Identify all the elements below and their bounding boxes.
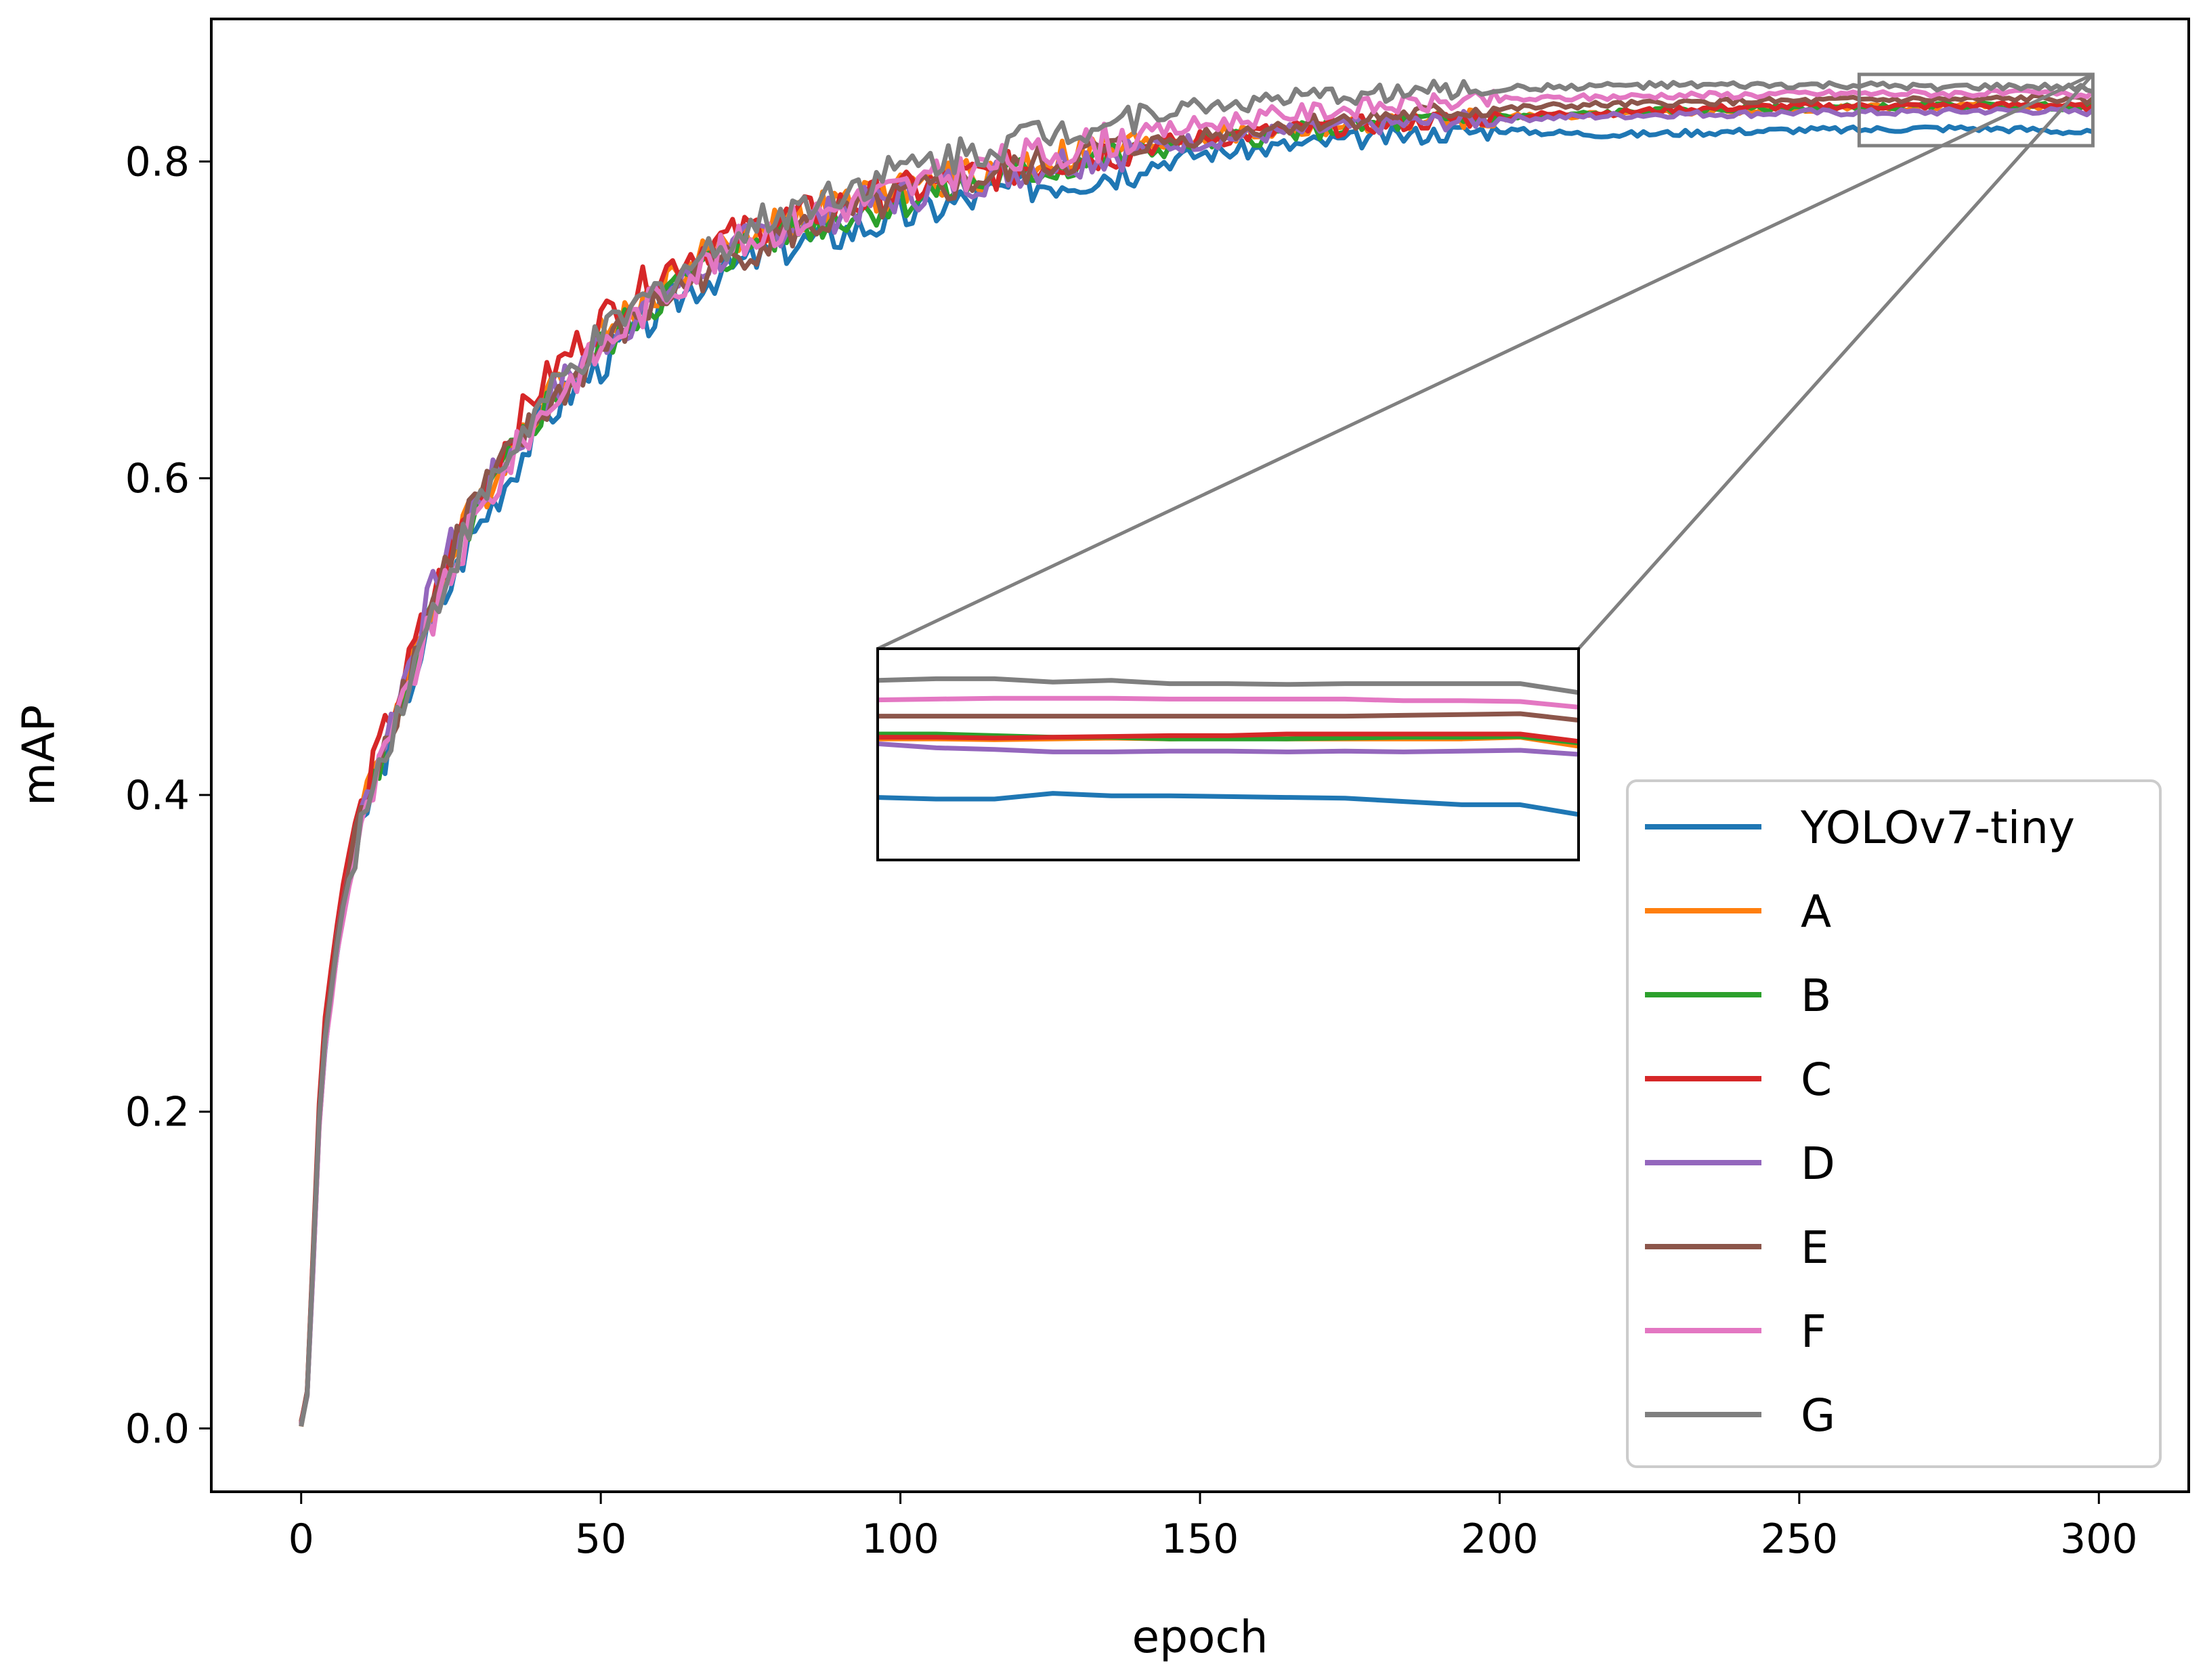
legend-label: F: [1801, 1306, 1826, 1358]
series-line-G: [299, 79, 2094, 1427]
legend-item: G: [1645, 1390, 1835, 1442]
legend-frame: [1626, 779, 2162, 1468]
legend-item: B: [1645, 970, 1831, 1022]
legend-item: F: [1645, 1306, 1826, 1358]
x-tick-label: 150: [1161, 1515, 1239, 1563]
legend-label: D: [1801, 1138, 1835, 1190]
x-tick-label: 300: [2060, 1515, 2138, 1563]
x-tick-label: 0: [288, 1515, 314, 1563]
x-tick-label: 200: [1461, 1515, 1539, 1563]
inset-line-C: [878, 731, 1579, 744]
y-tick-label: 0.6: [125, 455, 190, 502]
legend-label: G: [1801, 1390, 1835, 1442]
series-line-F: [299, 87, 2095, 1426]
legend-label: B: [1801, 970, 1831, 1022]
zoom-indicator: [876, 72, 2095, 651]
x-tick-label: 250: [1761, 1515, 1839, 1563]
inset-line-D: [877, 741, 1579, 757]
inset-line-F: [877, 695, 1579, 710]
main-plot: [299, 79, 2095, 1427]
zoom-connector-line: [1577, 73, 2095, 650]
zoom-connector-line: [876, 72, 2094, 651]
y-tick-label: 0.8: [125, 138, 190, 186]
inset-zoom-plot: [876, 647, 1580, 861]
inset-frame: [876, 647, 1580, 861]
inset-line-B: [878, 731, 1579, 746]
legend-item: D: [1645, 1138, 1835, 1190]
y-axis-label: mAP: [13, 705, 65, 806]
inset-line-YOLOv7-tiny: [877, 791, 1579, 817]
x-axis-ticks: 0 50 100 150 200 250 300: [288, 1492, 2138, 1563]
legend-item: A: [1645, 886, 1831, 938]
legend-item: YOLOv7-tiny: [1645, 802, 2075, 854]
x-tick-label: 100: [861, 1515, 939, 1563]
inset-line-E: [878, 711, 1579, 723]
y-tick-label: 0.0: [125, 1405, 190, 1452]
legend-label: C: [1801, 1054, 1832, 1106]
x-tick-label: 50: [575, 1515, 626, 1563]
zoom-source-box: [1857, 72, 2095, 148]
legend-label: E: [1801, 1222, 1829, 1274]
series-line-YOLOv7-tiny: [299, 124, 2094, 1426]
legend-label: YOLOv7-tiny: [1800, 802, 2075, 854]
legend-label: A: [1801, 886, 1831, 938]
y-tick-label: 0.2: [125, 1089, 190, 1136]
y-axis-ticks: 0.0 0.2 0.4 0.6 0.8: [125, 138, 211, 1452]
series-line-C: [299, 100, 2095, 1423]
y-tick-label: 0.4: [125, 772, 190, 819]
legend-item: C: [1645, 1054, 1832, 1106]
x-axis-label: epoch: [1132, 1611, 1268, 1663]
inset-line-G: [877, 676, 1579, 695]
legend-item: E: [1645, 1222, 1829, 1274]
series-lines: [299, 79, 2095, 1427]
